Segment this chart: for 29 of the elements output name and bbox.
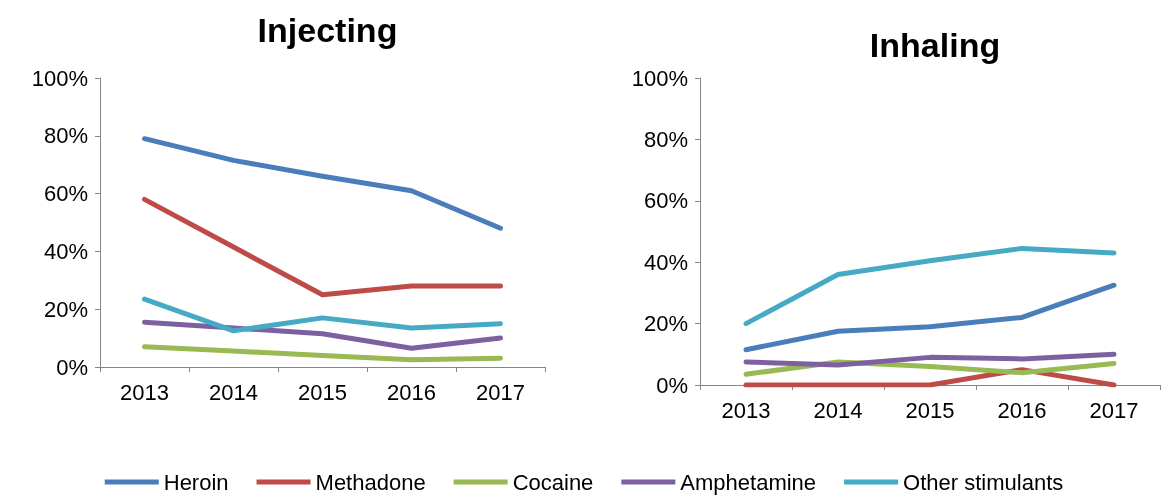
y-tick-label: 20% <box>43 296 88 322</box>
y-tick-label: 0% <box>656 372 688 398</box>
y-tick-label: 20% <box>643 311 688 337</box>
chart-title: Inhaling <box>869 26 1001 64</box>
y-tick-label: 80% <box>643 126 688 152</box>
legend-label: Cocaine <box>512 469 594 495</box>
y-tick-label: 100% <box>631 65 688 91</box>
y-tick-label: 80% <box>43 123 88 149</box>
y-tick-label: 60% <box>643 188 688 214</box>
legend-label: Amphetamine <box>680 469 817 495</box>
y-tick-label: 60% <box>43 181 88 207</box>
legend-label: Methadone <box>315 469 426 495</box>
legend-label: Heroin <box>163 469 229 495</box>
y-tick-label: 100% <box>31 65 88 91</box>
x-tick-label: 2017 <box>1089 397 1139 423</box>
chart-title: Injecting <box>257 11 398 49</box>
x-tick-label: 2017 <box>476 379 525 405</box>
x-tick-label: 2015 <box>905 397 955 423</box>
y-tick-label: 0% <box>56 354 88 380</box>
y-tick-label: 40% <box>643 249 688 275</box>
x-tick-label: 2014 <box>209 379 258 405</box>
legend-label: Other stimulants <box>903 469 1064 495</box>
x-tick-label: 2016 <box>997 397 1047 423</box>
x-tick-label: 2014 <box>813 397 863 423</box>
x-tick-label: 2013 <box>721 397 771 423</box>
x-tick-label: 2013 <box>120 379 169 405</box>
x-tick-label: 2015 <box>298 379 347 405</box>
x-tick-label: 2016 <box>387 379 436 405</box>
y-tick-label: 40% <box>43 238 88 264</box>
